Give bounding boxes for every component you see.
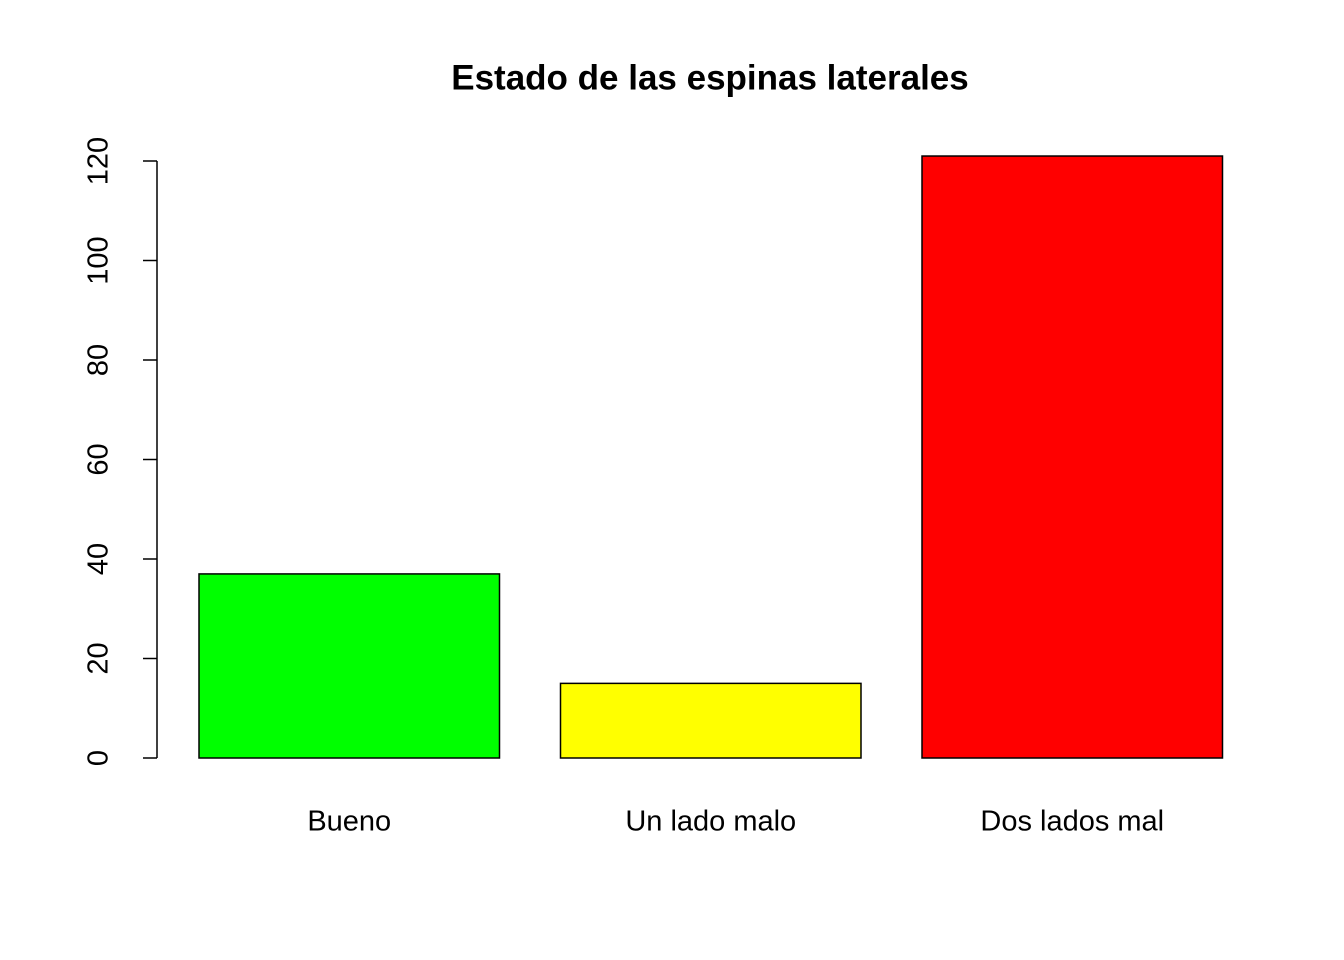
y-tick-label: 120	[83, 137, 115, 185]
y-tick-label: 60	[83, 443, 115, 475]
bar	[198, 573, 501, 759]
x-tick-label: Dos lados mal	[980, 806, 1164, 838]
y-tick-label: 40	[83, 543, 115, 575]
bar	[559, 682, 862, 759]
bar	[921, 155, 1224, 759]
y-tick-label: 80	[83, 344, 115, 376]
x-tick-label: Bueno	[307, 806, 391, 838]
chart-title: Estado de las espinas laterales	[451, 58, 968, 97]
y-tick-label: 20	[83, 642, 115, 674]
y-tick-label: 0	[83, 750, 115, 766]
x-tick-label: Un lado malo	[625, 806, 796, 838]
y-tick-label: 100	[83, 236, 115, 284]
